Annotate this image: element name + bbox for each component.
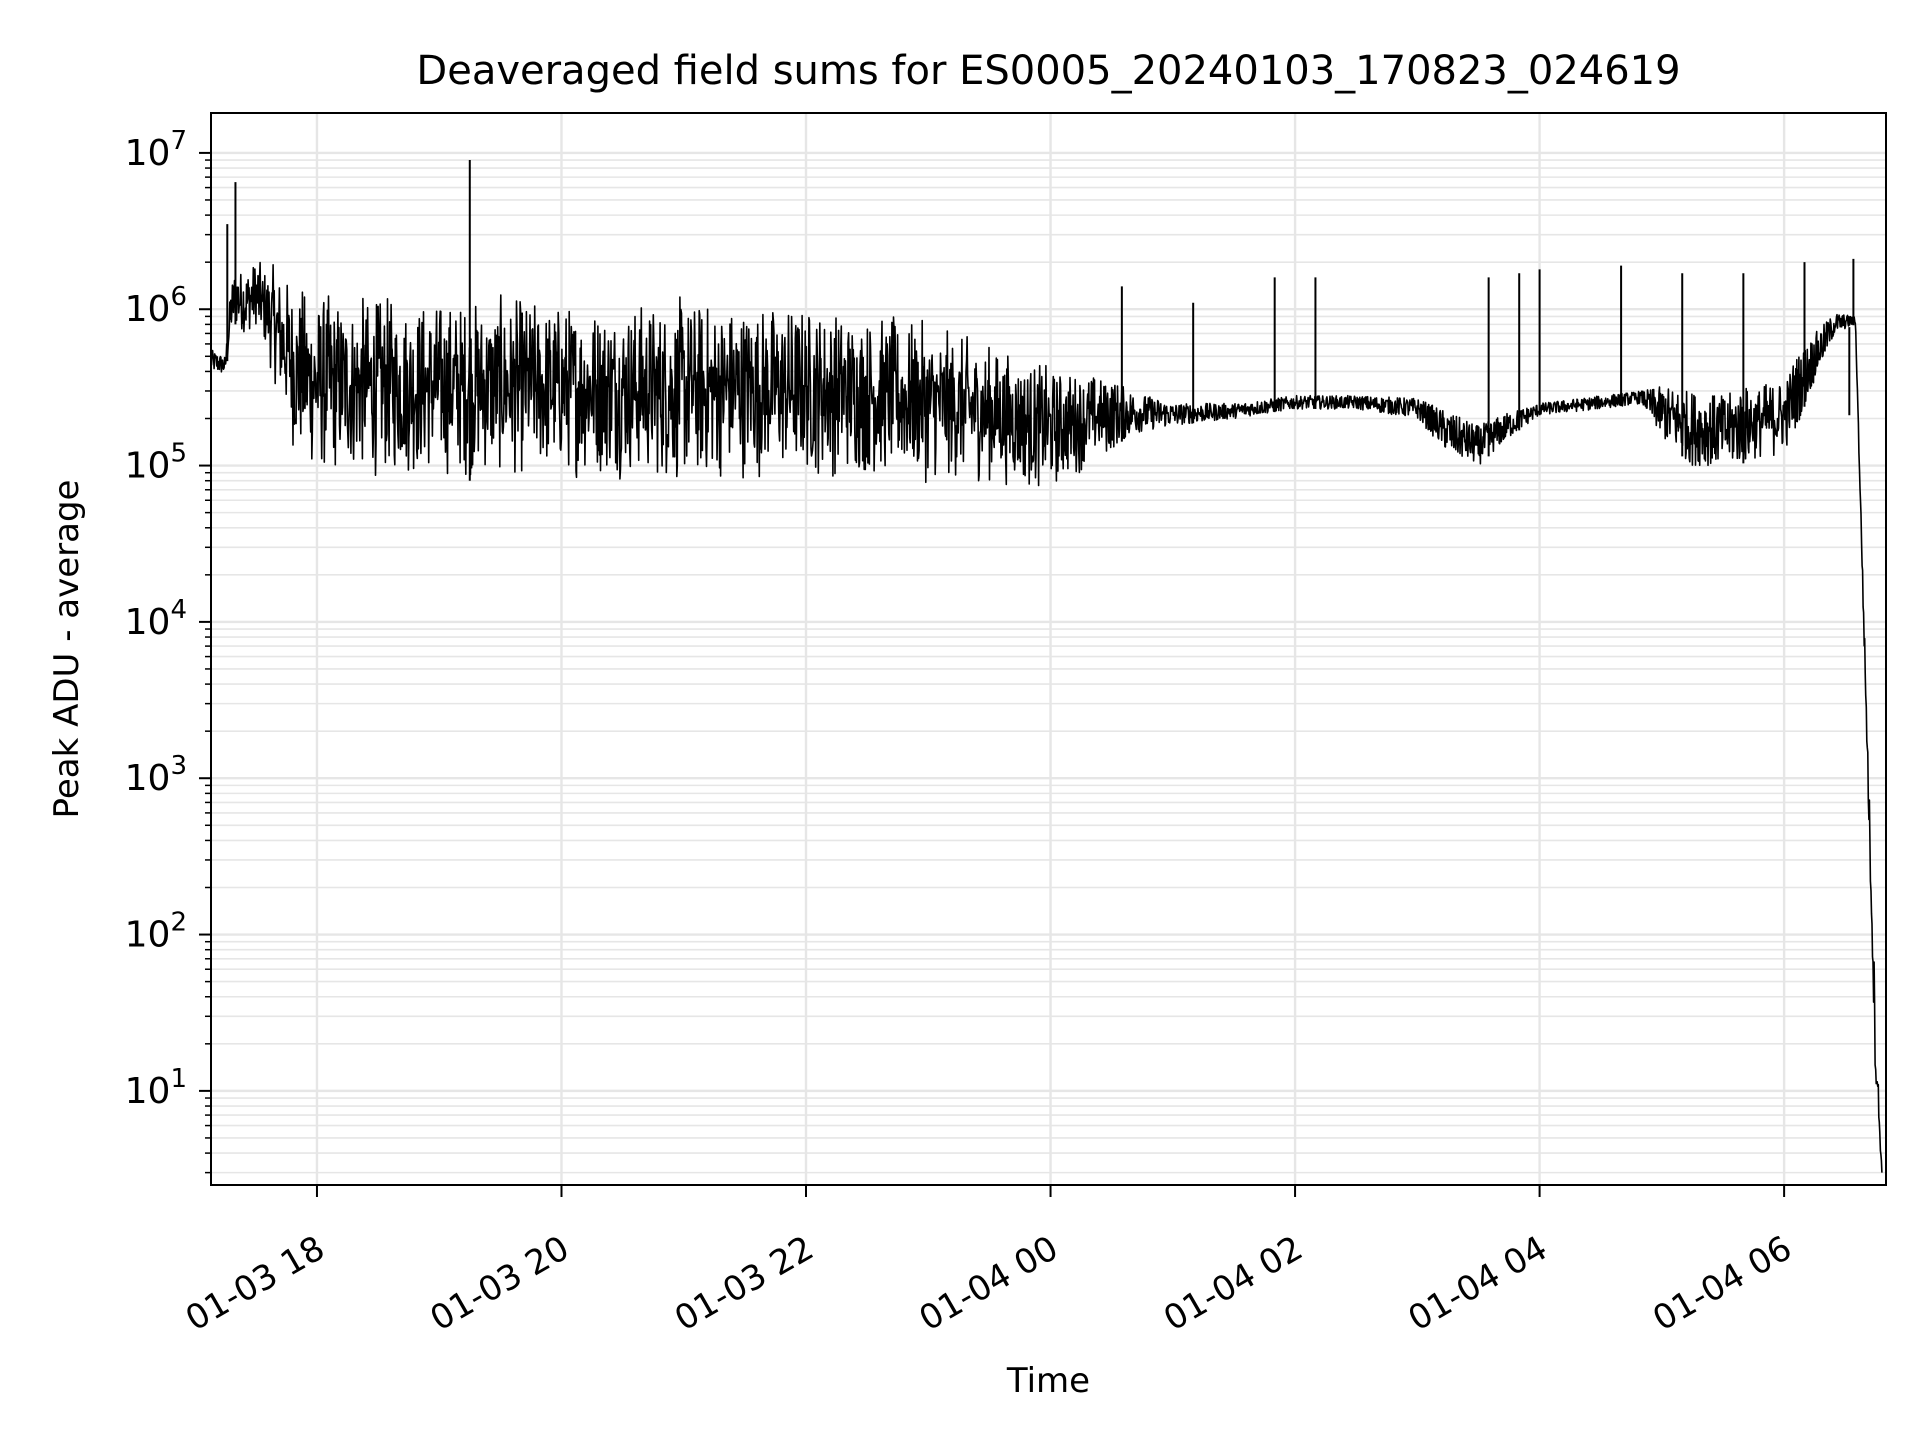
- y-tick-exponent: 5: [170, 439, 187, 469]
- y-tick-base: 10: [125, 289, 171, 330]
- y-tick-exponent: 2: [170, 908, 187, 938]
- y-tick-base: 10: [125, 602, 171, 643]
- grid-layer: [211, 113, 1886, 1185]
- y-tick-label: 103: [125, 751, 187, 799]
- y-tick-label: 102: [125, 908, 187, 956]
- y-tick-exponent: 1: [170, 1064, 187, 1094]
- y-tick-label: 106: [125, 282, 187, 330]
- data-line-series: [210, 261, 1883, 1173]
- y-tick-base: 10: [125, 133, 171, 174]
- y-axis-label: Peak ADU - average: [47, 480, 87, 819]
- chart-title: Deaveraged field sums for ES0005_2024010…: [416, 48, 1680, 94]
- y-tick-base: 10: [125, 758, 171, 799]
- x-axis-label: Time: [1006, 1361, 1090, 1401]
- y-tick-exponent: 4: [170, 595, 187, 625]
- y-tick-label: 107: [125, 126, 187, 174]
- y-tick-label: 105: [125, 439, 187, 487]
- plot-frame: [210, 112, 1887, 1186]
- y-tick-base: 10: [125, 1071, 171, 1112]
- data-layer: [210, 160, 1883, 1173]
- y-tick-base: 10: [125, 446, 171, 487]
- y-tick-exponent: 6: [170, 282, 187, 312]
- y-tick-label: 104: [125, 595, 187, 643]
- y-tick-base: 10: [125, 915, 171, 956]
- y-tick-exponent: 7: [170, 126, 187, 156]
- y-tick-label: 101: [125, 1064, 187, 1112]
- y-tick-exponent: 3: [170, 751, 187, 781]
